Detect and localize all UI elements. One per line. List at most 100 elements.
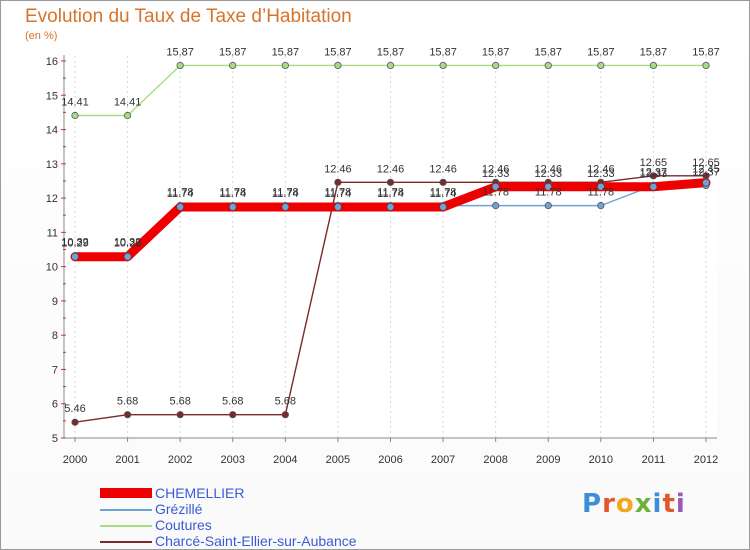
data-point	[597, 202, 605, 210]
y-tick-label: 5	[52, 433, 58, 445]
legend-item-coutures: Coutures	[100, 517, 420, 534]
data-label: 12.46	[534, 163, 562, 175]
legend-label: Grézillé	[155, 501, 203, 517]
data-label: 10.32	[114, 237, 142, 249]
data-point	[386, 61, 395, 70]
data-label: 15.87	[219, 46, 247, 58]
data-label: 12.37	[640, 166, 668, 178]
y-tick-label: 6	[52, 399, 58, 411]
data-label: 12.65	[640, 157, 668, 169]
data-label: 11.78	[219, 187, 246, 199]
data-point	[281, 411, 289, 419]
data-point	[71, 418, 79, 426]
data-label: 5.68	[117, 396, 138, 408]
data-label: 11.78	[587, 187, 614, 199]
data-label: 15.87	[692, 46, 720, 58]
data-label: 15.87	[482, 46, 510, 58]
x-tick-label: 2012	[694, 454, 718, 466]
data-point	[176, 203, 185, 212]
data-label: 12.33	[587, 168, 615, 180]
data-point	[491, 182, 500, 191]
x-tick-label: 2005	[326, 454, 350, 466]
data-point	[492, 202, 500, 210]
y-tick-label: 8	[52, 330, 58, 342]
data-label: 11.74	[167, 188, 194, 200]
data-label: 12.33	[534, 168, 562, 180]
data-label: 11.78	[482, 187, 509, 199]
chart-title: Evolution du Taux de Taxe d’Habitation	[25, 6, 352, 27]
data-label: 15.87	[640, 46, 668, 58]
data-point	[544, 182, 553, 191]
data-point	[439, 203, 448, 212]
data-label: 11.78	[325, 187, 352, 199]
data-label: 15.87	[272, 46, 300, 58]
y-tick-label: 16	[46, 56, 58, 68]
legend-label: Charcé-Saint-Ellier-sur-Aubance	[155, 533, 357, 549]
data-point	[281, 61, 289, 70]
data-label: 12.46	[482, 163, 510, 175]
x-tick-label: 2011	[642, 454, 666, 466]
data-label: 15.87	[587, 46, 615, 58]
data-point	[439, 178, 447, 186]
data-label: 11.74	[272, 188, 299, 200]
data-point	[702, 61, 710, 70]
legend-swatch-chemellier	[100, 488, 152, 498]
x-tick-label: 2004	[273, 454, 297, 466]
data-point	[228, 203, 237, 212]
y-axis-unit: (en %)	[25, 30, 58, 42]
data-label: 15.87	[324, 46, 352, 58]
data-label: 12.45	[692, 164, 720, 176]
y-tick-label: 13	[46, 159, 58, 171]
data-point	[386, 203, 395, 212]
data-label: 11.74	[325, 188, 352, 200]
data-label: 10.32	[61, 237, 89, 249]
y-tick-label: 15	[46, 90, 58, 102]
data-label: 11.74	[219, 188, 246, 200]
data-label: 15.87	[377, 46, 405, 58]
data-point	[649, 61, 658, 70]
x-tick-label: 2006	[378, 454, 402, 466]
data-point	[334, 178, 342, 186]
data-label: 5.68	[275, 396, 296, 408]
x-tick-label: 2001	[115, 454, 139, 466]
data-label: 15.87	[166, 46, 194, 58]
data-label: 12.46	[429, 163, 457, 175]
data-label: 10.29	[114, 238, 142, 250]
x-tick-label: 2002	[168, 454, 192, 466]
legend-item-grezille: Grézillé	[100, 501, 420, 518]
data-label: 14.41	[61, 96, 89, 108]
x-tick-label: 2009	[536, 454, 560, 466]
data-label: 10.29	[61, 238, 89, 250]
data-label: 11.74	[430, 188, 457, 200]
data-point	[544, 61, 552, 70]
data-point	[123, 411, 132, 419]
data-label: 5.68	[222, 396, 243, 408]
data-label: 12.37	[692, 166, 720, 178]
data-point	[176, 411, 184, 419]
data-point	[71, 252, 80, 261]
data-point	[596, 182, 605, 191]
legend-item-chemellier: CHEMELLIER	[100, 485, 420, 502]
data-point	[334, 61, 342, 70]
x-tick-label: 2003	[221, 454, 245, 466]
data-label: 5.68	[169, 396, 190, 408]
data-point	[597, 61, 605, 70]
y-tick-label: 9	[52, 296, 58, 308]
data-point	[281, 203, 290, 212]
data-label: 11.74	[377, 188, 404, 200]
data-point	[123, 111, 132, 120]
data-label: 11.78	[377, 187, 404, 199]
data-label: 5.46	[64, 403, 85, 415]
data-point	[123, 252, 132, 261]
data-point	[386, 178, 395, 186]
proxiti-logo: Proxiti	[582, 489, 686, 519]
data-label: 11.78	[535, 187, 562, 199]
data-label: 12.33	[482, 168, 510, 180]
y-tick-label: 11	[47, 227, 58, 239]
x-tick-label: 2007	[431, 454, 455, 466]
data-point	[492, 61, 500, 70]
legend-swatch-grezille	[100, 509, 152, 511]
x-tick-label: 2000	[63, 454, 87, 466]
data-point	[439, 61, 447, 70]
